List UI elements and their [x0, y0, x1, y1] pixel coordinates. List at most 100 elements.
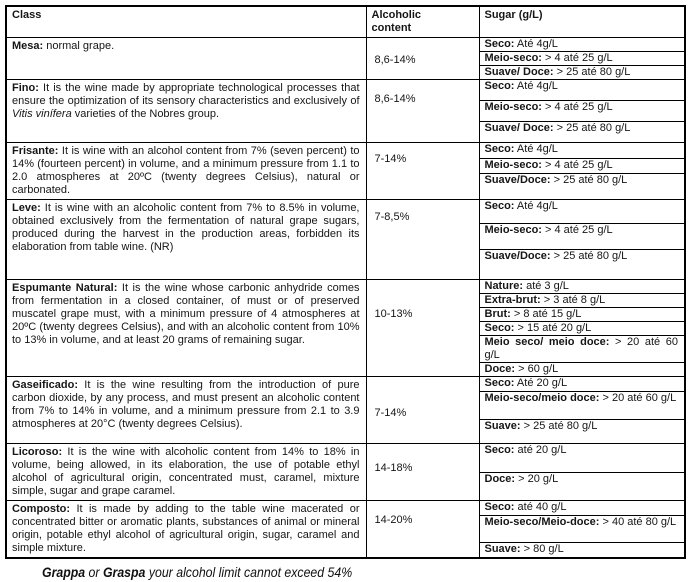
class-description: normal grape.	[46, 40, 115, 52]
sugar-type-label: Seco:	[484, 38, 515, 50]
caption-grappa: Grappa	[42, 564, 86, 580]
class-cell: Espumante Natural: It is the wine whose …	[5, 279, 367, 377]
sugar-range: Até 4g/L	[516, 200, 558, 212]
sugar-range: > 20 g/L	[518, 472, 559, 485]
col-header-sugar: Sugar (g/L)	[478, 5, 686, 38]
col-header-class: Class	[5, 5, 367, 38]
sugar-cell: Seco: Até 4g/L	[478, 142, 686, 159]
class-name: Mesa:	[12, 40, 44, 52]
sugar-type-label: Meio-seco/meio doce:	[484, 392, 600, 404]
table-row: Suave/ Doce: > 25 até 80 g/L	[6, 121, 686, 143]
sugar-range: > 25 até 80 g/L	[556, 66, 631, 78]
table-caption: Grappa or Graspa your alcohol limit cann…	[42, 564, 610, 581]
sugar-cell: Suave/Doce: > 25 até 80 g/L	[478, 249, 686, 280]
alcohol-content-cell: 8,6-14%	[365, 37, 480, 80]
sugar-cell: Meio-seco: > 4 até 25 g/L	[478, 51, 686, 66]
sugar-cell: Meio-seco: > 4 até 25 g/L	[478, 223, 686, 250]
table-row: Seco: > 15 até 20 g/L	[6, 321, 686, 336]
sugar-type-label: Meio-seco:	[484, 224, 542, 236]
table-row: Mesa: normal grape. 8,6-14% Seco: Até 4g…	[5, 37, 686, 80]
sugar-range: Até 20 g/L	[516, 377, 568, 389]
sugar-cell: Seco: até 20 g/L	[478, 443, 686, 473]
table-row: Espumante Natural: It is the wine whose …	[5, 279, 686, 377]
class-description: It is the wine made by appropriate techn…	[12, 82, 360, 107]
alcohol-content-cell: 14-18%	[365, 443, 480, 501]
sugar-cell: Doce: > 20 g/L	[478, 471, 686, 501]
table-row: Leve: It is wine with an alcoholic conte…	[5, 199, 686, 280]
class-name: Frisante:	[12, 145, 59, 157]
sugar-cell: Seco: Até 4g/L	[478, 199, 686, 224]
table-row: Frisante: It is wine with an alcohol con…	[5, 142, 686, 200]
table-row: Suave/ Doce: > 25 até 80 g/L	[6, 65, 686, 80]
class-description: It is wine with an alcoholic content fro…	[12, 202, 360, 253]
sugar-type-label: Meio-seco:	[484, 101, 542, 113]
class-description-italic: Vitis vinífera	[12, 108, 72, 120]
sugar-range: até 3 g/L	[526, 280, 569, 292]
sugar-cell: Seco: Até 20 g/L	[478, 376, 686, 392]
sugar-cell: Meio-seco: > 4 até 25 g/L	[478, 100, 686, 122]
table-row: Doce: > 20 g/L	[6, 471, 686, 501]
sugar-range: até 40 g/L	[517, 501, 567, 513]
sugar-cell: Extra-brut: > 3 até 8 g/L	[478, 293, 686, 308]
sugar-type-label: Meio-seco:	[484, 52, 542, 64]
caption-graspa: Graspa	[102, 564, 146, 580]
sugar-range: > 15 até 20 g/L	[517, 322, 592, 334]
sugar-cell: Seco: até 40 g/L	[478, 499, 686, 517]
class-cell: Frisante: It is wine with an alcohol con…	[5, 142, 367, 200]
sugar-range: > 80 g/L	[523, 542, 564, 555]
class-description: It is made by adding to the table wine m…	[12, 503, 360, 554]
sugar-type-label: Meio-seco/Meio-doce:	[484, 516, 600, 529]
sugar-cell: Seco: > 15 até 20 g/L	[478, 321, 686, 336]
sugar-range: > 60 g/L	[518, 363, 559, 375]
class-description: It is the wine resulting from the introd…	[12, 379, 360, 430]
sugar-cell: Meio-seco/Meio-doce: > 40 até 80 g/L	[478, 515, 686, 543]
alcohol-content-cell: 8,6-14%	[365, 79, 480, 143]
table-header-row: Class Alcoholic content Sugar (g/L)	[5, 5, 686, 38]
alcohol-content-cell: 7-8,5%	[365, 199, 480, 280]
sugar-cell: Meio-seco/meio doce: > 20 até 60 g/L	[478, 391, 686, 420]
sugar-cell: Suave/ Doce: > 25 até 80 g/L	[478, 121, 686, 143]
alcohol-content-cell: 7-14%	[365, 142, 480, 200]
sugar-type-label: Extra-brut:	[484, 294, 541, 306]
sugar-cell: Suave: > 25 até 80 g/L	[478, 419, 686, 444]
sugar-type-label: Seco:	[484, 200, 515, 212]
sugar-range: > 25 até 80 g/L	[553, 174, 628, 187]
sugar-type-label: Doce:	[484, 472, 516, 485]
sugar-type-label: Seco:	[484, 80, 515, 92]
sugar-range: > 25 até 80 g/L	[553, 250, 628, 262]
sugar-cell: Suave/ Doce: > 25 até 80 g/L	[478, 65, 686, 80]
alcohol-content-cell: 14-20%	[365, 500, 480, 559]
class-name: Licoroso:	[12, 446, 63, 458]
table-row: Licoroso: It is the wine with alcoholic …	[5, 443, 686, 501]
alcohol-content-cell: 10-13%	[365, 279, 480, 377]
class-description: It is the wine with alcoholic content fr…	[12, 446, 360, 497]
sugar-cell: Seco: Até 4g/L	[478, 79, 686, 101]
sugar-type-label: Seco:	[484, 501, 515, 513]
class-cell: Gaseificado: It is the wine resulting fr…	[5, 376, 367, 444]
sugar-cell: Brut: > 8 até 15 g/L	[478, 307, 686, 322]
class-cell: Licoroso: It is the wine with alcoholic …	[5, 443, 367, 501]
sugar-type-label: Meio seco/ meio doce:	[484, 336, 610, 348]
sugar-type-label: Suave/ Doce:	[484, 122, 554, 134]
sugar-cell: Suave: > 80 g/L	[478, 541, 686, 559]
sugar-type-label: Seco:	[484, 322, 515, 334]
class-description: It is the wine whose carbonic anhydride …	[12, 282, 360, 346]
table-row: Suave: > 80 g/L	[6, 541, 686, 559]
class-name: Gaseificado:	[12, 379, 79, 391]
col-header-alcohol: Alcoholic content	[365, 5, 480, 38]
table-row: Meio-seco/meio doce: > 20 até 60 g/L	[6, 391, 686, 420]
sugar-range: > 8 até 15 g/L	[513, 308, 582, 320]
caption-rest: your alcohol limit cannot exceed 54%	[145, 564, 353, 580]
sugar-cell: Meio seco/ meio doce: > 20 até 60 g/L	[478, 335, 686, 363]
sugar-range: Até 4g/L	[516, 38, 558, 50]
table-row: Composto: It is made by adding to the ta…	[5, 499, 686, 559]
sugar-type-label: Meio-seco:	[484, 158, 542, 171]
sugar-range: > 4 até 25 g/L	[545, 52, 613, 64]
sugar-range: > 20 até 60 g/L	[484, 336, 679, 361]
sugar-type-label: Suave/Doce:	[484, 174, 551, 187]
class-name: Composto:	[12, 503, 71, 515]
table-row: Fino: It is the wine made by appropriate…	[5, 79, 686, 143]
wine-classification-table: Class Alcoholic content Sugar (g/L) Mesa…	[5, 5, 686, 559]
sugar-range: Até 4g/L	[516, 80, 558, 92]
